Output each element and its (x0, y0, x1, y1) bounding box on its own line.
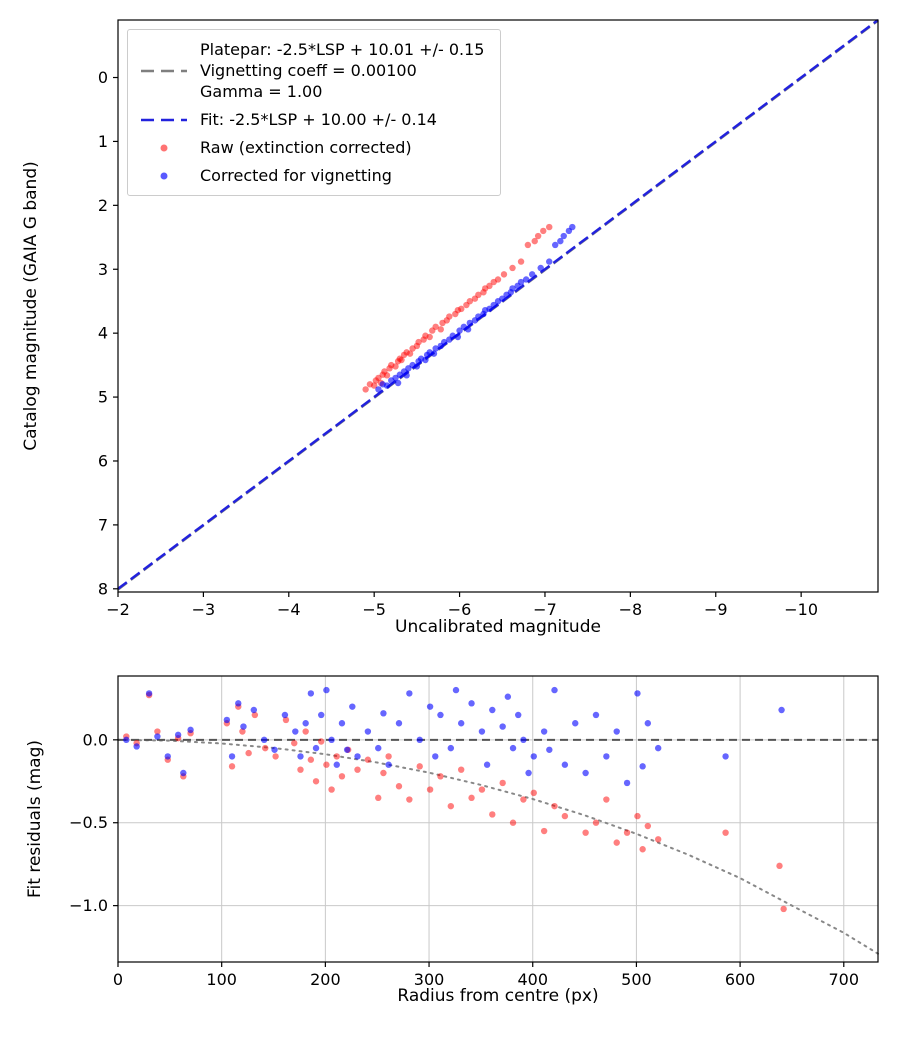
svg-text:−9: −9 (704, 600, 728, 619)
raw-point-icon (140, 143, 188, 153)
legend-raw-label: Raw (extinction corrected) (200, 138, 412, 157)
svg-text:−7: −7 (533, 600, 557, 619)
platepar-dashed-line-icon (140, 68, 188, 74)
svg-text:700: 700 (829, 970, 860, 989)
svg-text:−0.5: −0.5 (69, 813, 108, 832)
legend-entry-vignetting: Corrected for vignetting (140, 165, 484, 186)
svg-text:0.0: 0.0 (83, 730, 108, 749)
legend-platepar-label: Platepar: -2.5*LSP + 10.01 +/- 0.15 Vign… (200, 39, 484, 102)
legend-entry-platepar: Platepar: -2.5*LSP + 10.01 +/- 0.15 Vign… (140, 39, 484, 102)
svg-text:1: 1 (98, 132, 108, 151)
svg-text:3: 3 (98, 260, 108, 279)
legend-entry-fit: Fit: -2.5*LSP + 10.00 +/- 0.14 (140, 109, 484, 130)
top-x-axis-label: Uncalibrated magnitude (395, 617, 601, 637)
svg-text:−5: −5 (362, 600, 386, 619)
svg-text:200: 200 (310, 970, 341, 989)
legend-platepar-line3: Gamma = 1.00 (200, 82, 323, 101)
svg-text:−8: −8 (619, 600, 643, 619)
svg-text:−4: −4 (277, 600, 301, 619)
svg-text:−1.0: −1.0 (69, 896, 108, 915)
svg-text:400: 400 (517, 970, 548, 989)
vignetting-point-icon (140, 171, 188, 181)
legend-entry-raw: Raw (extinction corrected) (140, 137, 484, 158)
svg-text:−2: −2 (106, 600, 130, 619)
svg-text:−10: −10 (784, 600, 818, 619)
legend: Platepar: -2.5*LSP + 10.01 +/- 0.15 Vign… (127, 29, 502, 196)
svg-text:300: 300 (414, 970, 445, 989)
legend-fit-label: Fit: -2.5*LSP + 10.00 +/- 0.14 (200, 110, 437, 129)
bottom-x-axis-label: Radius from centre (px) (397, 986, 599, 1006)
svg-text:−3: −3 (192, 600, 216, 619)
svg-text:500: 500 (621, 970, 652, 989)
fit-dashed-line-icon (140, 117, 188, 123)
bottom-y-axis-label: Fit residuals (mag) (25, 740, 45, 898)
legend-vignetting-label: Corrected for vignetting (200, 166, 392, 185)
svg-text:5: 5 (98, 388, 108, 407)
svg-text:4: 4 (98, 324, 108, 343)
svg-text:−6: −6 (448, 600, 472, 619)
legend-platepar-line2: Vignetting coeff = 0.00100 (200, 61, 417, 80)
svg-text:600: 600 (725, 970, 756, 989)
svg-text:100: 100 (206, 970, 237, 989)
legend-platepar-line1: Platepar: -2.5*LSP + 10.01 +/- 0.15 (200, 40, 485, 59)
svg-text:0: 0 (113, 970, 123, 989)
svg-text:6: 6 (98, 451, 108, 470)
svg-text:0: 0 (98, 68, 108, 87)
svg-text:7: 7 (98, 515, 108, 534)
svg-text:8: 8 (98, 579, 108, 598)
top-y-axis-label: Catalog magnitude (GAIA G band) (21, 161, 41, 451)
svg-text:2: 2 (98, 196, 108, 215)
